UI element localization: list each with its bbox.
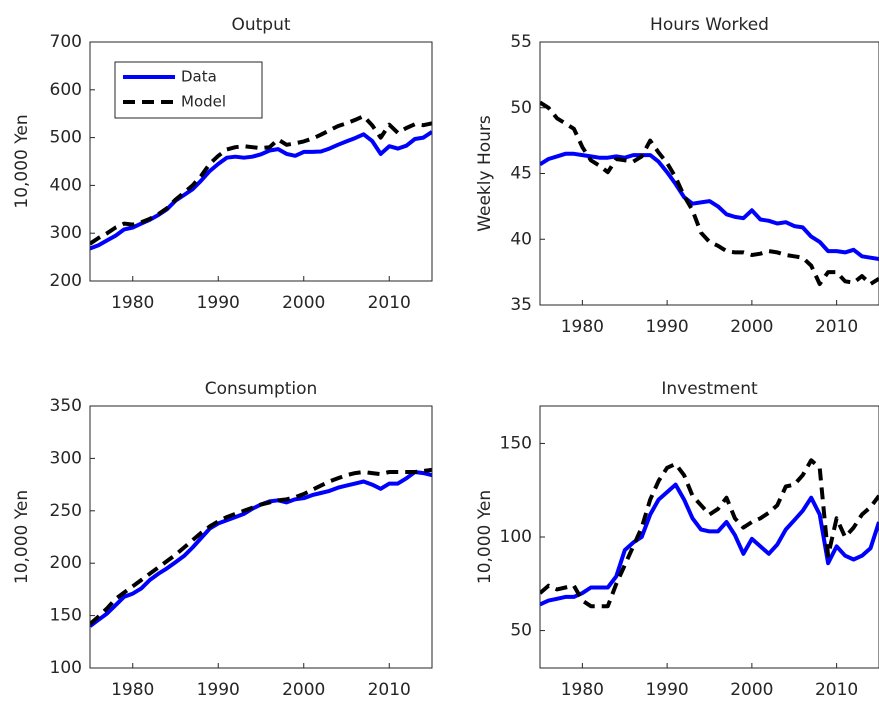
y-axis-label: 10,000 Yen: [12, 114, 32, 208]
x-tick-label: 2010: [368, 680, 411, 700]
axes-title: Hours Worked: [650, 15, 769, 35]
y-tick-label: 100: [50, 658, 82, 678]
axes-frame: [539, 405, 879, 669]
x-tick-label: 1990: [197, 293, 240, 313]
axes: 100 150 200 250 300 350 1980 1990 2000 2010 Consum…: [12, 379, 433, 700]
series-line: [90, 467, 432, 626]
x-tick-label: 2000: [282, 680, 325, 700]
axes: 50 100 150 1980 1990 2000 2010 Investment 10,000…: [475, 379, 879, 700]
y-tick-label: 700: [50, 32, 82, 52]
plot-area: [540, 42, 879, 305]
y-tick-label: 400: [50, 175, 82, 195]
y-tick-label: 200: [50, 271, 82, 291]
x-tick-label: 1980: [111, 680, 154, 700]
y-tick-label: 45: [510, 164, 532, 184]
x-tick-label: 2000: [730, 317, 773, 337]
y-tick-label: 300: [50, 448, 82, 468]
legend-box: [114, 61, 263, 119]
axes-title: Consumption: [205, 379, 318, 399]
y-tick-label: 35: [510, 295, 532, 315]
x-tick-label: 2010: [815, 317, 858, 337]
y-axis-label: 10,000 Yen: [12, 490, 32, 584]
x-tick-label: 1980: [561, 317, 604, 337]
plot-area: [90, 406, 432, 668]
x-tick-label: 2000: [730, 680, 773, 700]
axes-frame: [89, 405, 433, 669]
legend-label: Model: [181, 93, 226, 111]
axes-title: Output: [231, 15, 290, 35]
x-tick-label: 2010: [368, 293, 411, 313]
axes: 35 40 45 50 55 1980 1990 2000 2010 Hours Worked We…: [475, 15, 879, 337]
legend-label: Data: [181, 68, 217, 86]
axes-frame: [539, 41, 879, 306]
x-tick-label: 1990: [197, 680, 240, 700]
y-tick-label: 150: [500, 433, 532, 453]
series-line: [540, 482, 879, 607]
y-tick-label: 50: [510, 621, 532, 641]
x-tick-label: 1990: [645, 317, 688, 337]
series-line: [90, 114, 432, 246]
y-tick-label: 600: [50, 80, 82, 100]
y-tick-label: 250: [50, 501, 82, 521]
y-tick-label: 200: [50, 553, 82, 573]
axes-frame: [89, 41, 433, 282]
y-tick-label: 40: [510, 229, 532, 249]
y-tick-label: 100: [500, 527, 532, 547]
x-tick-label: 2000: [282, 293, 325, 313]
series-line: [540, 458, 879, 609]
y-axis-label: 10,000 Yen: [475, 490, 495, 584]
axes: 200 300 400 500 600 700 1980 1990 2000 2010 Output…: [12, 15, 433, 313]
x-tick-label: 1980: [561, 680, 604, 700]
y-tick-label: 55: [510, 32, 532, 52]
x-tick-label: 2010: [815, 680, 858, 700]
y-tick-label: 50: [510, 98, 532, 118]
series-line: [540, 100, 879, 286]
series-line: [540, 151, 879, 261]
y-axis-label: Weekly Hours: [475, 115, 495, 232]
x-tick-label: 1990: [645, 680, 688, 700]
y-tick-label: 500: [50, 128, 82, 148]
y-tick-label: 350: [50, 396, 82, 416]
y-tick-label: 150: [50, 606, 82, 626]
axes-title: Investment: [661, 379, 758, 399]
x-tick-label: 1980: [111, 293, 154, 313]
y-tick-label: 300: [50, 223, 82, 243]
